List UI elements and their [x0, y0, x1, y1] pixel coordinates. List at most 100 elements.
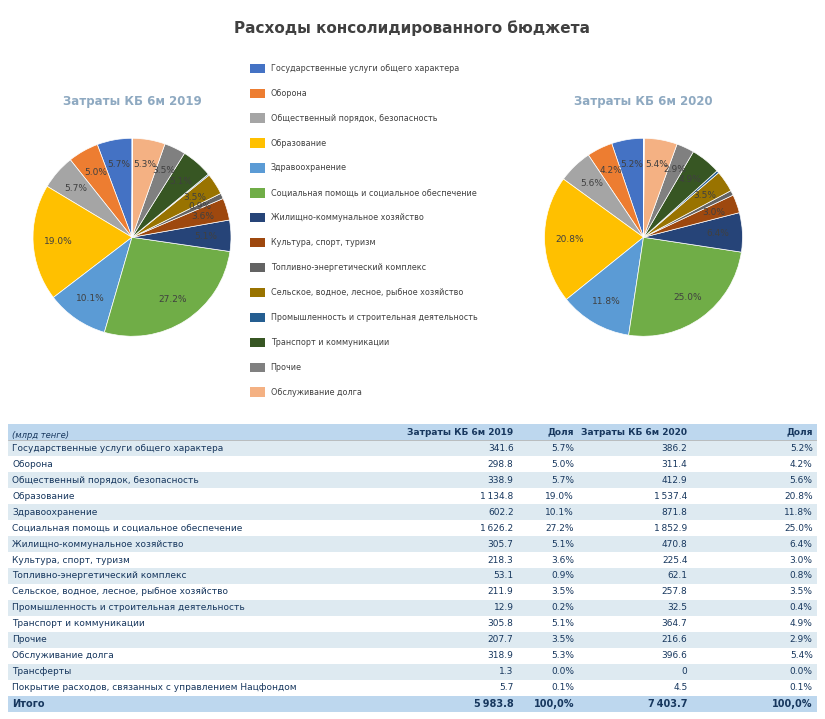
Bar [250, 263, 265, 273]
Text: 5.6%: 5.6% [581, 179, 604, 188]
Bar [8, 632, 817, 648]
Text: 311.4: 311.4 [662, 459, 687, 469]
Text: 207.7: 207.7 [488, 636, 513, 644]
Text: 3.6%: 3.6% [191, 211, 214, 221]
Text: 3.0%: 3.0% [702, 208, 725, 216]
Wedge shape [70, 145, 132, 237]
Text: 218.3: 218.3 [488, 556, 513, 564]
Bar [250, 188, 265, 198]
Text: Прочие: Прочие [12, 636, 47, 644]
Bar [8, 664, 817, 680]
Text: Транспорт и коммуникации: Транспорт и коммуникации [271, 338, 389, 347]
Bar [250, 238, 265, 247]
Wedge shape [33, 186, 132, 298]
Text: 0: 0 [681, 667, 687, 677]
Wedge shape [567, 237, 644, 335]
Text: Трансферты: Трансферты [12, 667, 72, 677]
Text: 5.4%: 5.4% [790, 651, 813, 660]
Text: 19.0%: 19.0% [545, 492, 574, 500]
Text: 5.1%: 5.1% [169, 177, 192, 186]
Text: 341.6: 341.6 [488, 444, 513, 453]
Text: Промышленность и строительная деятельность: Промышленность и строительная деятельнос… [12, 603, 245, 613]
Text: 12.9: 12.9 [493, 603, 513, 613]
Text: Прочие: Прочие [271, 362, 302, 372]
Text: 4.9%: 4.9% [679, 175, 702, 184]
Bar [250, 288, 265, 297]
Text: 62.1: 62.1 [667, 572, 687, 580]
Wedge shape [629, 237, 742, 336]
Text: Образование: Образование [271, 139, 327, 147]
Wedge shape [132, 144, 185, 237]
Wedge shape [132, 175, 221, 237]
Text: 25.0%: 25.0% [673, 293, 702, 301]
Text: 5.7%: 5.7% [551, 476, 574, 485]
Text: Социальная помощь и социальное обеспечение: Социальная помощь и социальное обеспечен… [12, 523, 243, 533]
Wedge shape [644, 195, 739, 237]
Bar [8, 584, 817, 600]
Bar [8, 568, 817, 584]
Text: 3.5%: 3.5% [551, 636, 574, 644]
Wedge shape [588, 144, 644, 237]
Text: 0.2%: 0.2% [551, 603, 574, 613]
Wedge shape [97, 138, 132, 237]
Wedge shape [132, 198, 229, 237]
Text: 10.1%: 10.1% [545, 508, 574, 516]
Text: Расходы консолидированного бюджета: Расходы консолидированного бюджета [234, 20, 591, 36]
Text: 27.2%: 27.2% [158, 296, 186, 304]
Text: 5.1%: 5.1% [551, 539, 574, 549]
Bar [8, 488, 817, 504]
Text: Жилищно-коммунальное хозяйство: Жилищно-коммунальное хозяйство [271, 214, 423, 222]
Text: 3.5%: 3.5% [790, 587, 813, 597]
Text: 20.8%: 20.8% [784, 492, 813, 500]
Text: 5.2%: 5.2% [620, 160, 643, 168]
Wedge shape [47, 160, 132, 237]
Text: 4.5: 4.5 [673, 683, 687, 692]
Text: 3.6%: 3.6% [551, 556, 574, 564]
Bar [8, 648, 817, 664]
Text: 0.1%: 0.1% [551, 683, 574, 692]
Bar [8, 424, 817, 440]
Bar [8, 536, 817, 552]
Bar [250, 388, 265, 397]
Wedge shape [644, 171, 719, 237]
Text: 5.1%: 5.1% [195, 232, 218, 241]
Text: 396.6: 396.6 [662, 651, 687, 660]
Text: 0.0%: 0.0% [551, 667, 574, 677]
Bar [8, 680, 817, 696]
Text: 5.1%: 5.1% [551, 620, 574, 628]
Text: 5.0%: 5.0% [84, 168, 107, 177]
Text: 602.2: 602.2 [488, 508, 513, 516]
Text: Сельское, водное, лесное, рыбное хозяйство: Сельское, водное, лесное, рыбное хозяйст… [12, 587, 229, 597]
Wedge shape [644, 152, 717, 237]
Text: 298.8: 298.8 [488, 459, 513, 469]
Text: 5.7%: 5.7% [551, 444, 574, 453]
Text: 318.9: 318.9 [488, 651, 513, 660]
Text: 5.2%: 5.2% [790, 444, 813, 453]
Text: 0.9%: 0.9% [188, 202, 211, 211]
Text: 5.7: 5.7 [499, 683, 513, 692]
Bar [8, 472, 817, 488]
Text: 225.4: 225.4 [662, 556, 687, 564]
Bar [8, 440, 817, 456]
Text: 2.9%: 2.9% [790, 636, 813, 644]
Wedge shape [644, 138, 677, 237]
Wedge shape [563, 155, 644, 237]
Wedge shape [132, 220, 231, 252]
Text: 3.0%: 3.0% [790, 556, 813, 564]
Text: Доля: Доля [786, 428, 813, 436]
Text: 1.3: 1.3 [499, 667, 513, 677]
Text: 5.7%: 5.7% [107, 160, 130, 169]
Wedge shape [132, 153, 208, 237]
Text: 2.9%: 2.9% [663, 165, 686, 175]
Text: Государственные услуги общего характера: Государственные услуги общего характера [271, 64, 459, 73]
Text: Государственные услуги общего характера: Государственные услуги общего характера [12, 444, 224, 453]
Text: Покрытие расходов, связанных с управлением Нацфондом: Покрытие расходов, связанных с управлени… [12, 683, 297, 692]
Text: 4.9%: 4.9% [790, 620, 813, 628]
Text: 5.7%: 5.7% [64, 184, 87, 193]
Text: Образование: Образование [12, 492, 75, 500]
Text: 19.0%: 19.0% [44, 237, 73, 246]
Text: Общественный порядок, безопасность: Общественный порядок, безопасность [12, 476, 199, 485]
Text: 412.9: 412.9 [662, 476, 687, 485]
Text: 305.8: 305.8 [488, 620, 513, 628]
Text: Затраты КБ 6м 2019: Затраты КБ 6м 2019 [408, 428, 513, 436]
